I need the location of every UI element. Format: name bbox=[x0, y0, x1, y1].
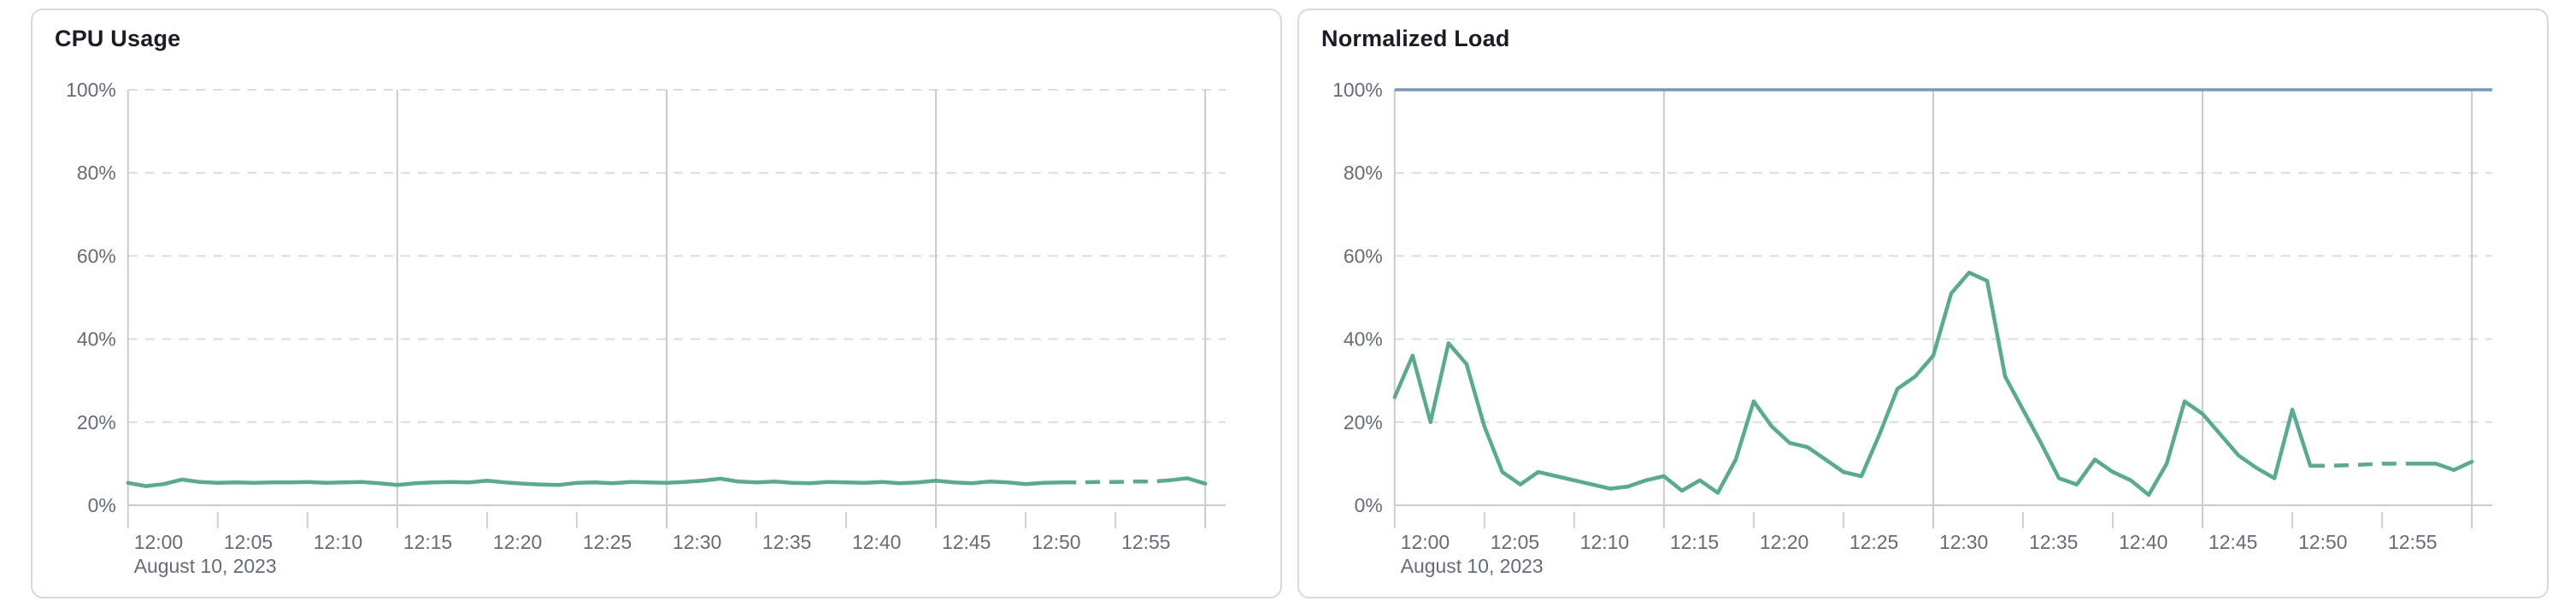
normalized-load-panel-title: Normalized Load bbox=[1321, 26, 1510, 51]
y-tick-label-100: 100% bbox=[66, 79, 116, 101]
y-tick-label-60: 60% bbox=[1344, 245, 1383, 267]
x-tick-label: 12:05 bbox=[224, 531, 273, 553]
x-tick-label: 12:05 bbox=[1491, 531, 1539, 553]
cpu-usage-panel: CPU Usage 12:00 12:05 12:10 12:15 12:20 12:25… bbox=[31, 9, 1282, 598]
x-tick-label: 12:50 bbox=[2298, 531, 2347, 553]
y-tick-label-0: 0% bbox=[88, 494, 116, 516]
x-tick-label: 12:45 bbox=[2208, 531, 2257, 553]
y-tick-label-20: 20% bbox=[77, 411, 116, 433]
y-tick-label-100: 100% bbox=[1332, 79, 1383, 101]
cpu-usage-percent-line-solid bbox=[1167, 476, 1208, 486]
y-tick-label-20: 20% bbox=[1344, 411, 1383, 433]
cpu-usage-percent-line-dashed bbox=[1062, 478, 1170, 485]
x-tick-label: 12:20 bbox=[1760, 531, 1808, 553]
y-tick-label-80: 80% bbox=[1344, 162, 1383, 184]
cpu-usage-chart[interactable]: 12:00 12:05 12:10 12:15 12:20 12:25 12:30 12:35… bbox=[53, 56, 1260, 579]
x-tick-label: 12:15 bbox=[1670, 531, 1719, 553]
normalized-load-svg: 12:00 12:05 12:10 12:15 12:20 12:25 12:30 12:35… bbox=[1332, 79, 2493, 577]
normalized-load-panel: Normalized Load 12:00 12:05 12:10 12:15 12:2… bbox=[1297, 9, 2549, 598]
cpu-usage-percent-line-solid bbox=[126, 476, 1064, 488]
normalized-load-percent-line-solid bbox=[2415, 459, 2474, 472]
x-tick-label: 12:25 bbox=[1850, 531, 1898, 553]
x-tick-label: 12:00 bbox=[1401, 531, 1450, 553]
x-tick-label: 12:45 bbox=[942, 531, 991, 553]
x-tick-label: 12:10 bbox=[1580, 531, 1629, 553]
x-tick-label: 12:25 bbox=[583, 531, 632, 553]
x-tick-label: 12:10 bbox=[314, 531, 362, 553]
y-tick-label-0: 0% bbox=[1355, 494, 1383, 516]
cpu-usage-svg: 12:00 12:05 12:10 12:15 12:20 12:25 12:30 12:35… bbox=[66, 79, 1226, 577]
x-tick-label: 12:35 bbox=[762, 531, 811, 553]
normalized-load-percent-line-dashed bbox=[2310, 462, 2419, 469]
y-tick-label-60: 60% bbox=[77, 245, 116, 267]
x-tick-label: 12:40 bbox=[852, 531, 901, 553]
x-tick-label: 12:20 bbox=[493, 531, 542, 553]
x-axis-date-label: August 10, 2023 bbox=[1401, 555, 1544, 577]
y-tick-label-40: 40% bbox=[77, 328, 116, 351]
x-tick-label: 12:15 bbox=[403, 531, 452, 553]
x-tick-label: 12:50 bbox=[1032, 531, 1080, 553]
x-tick-label: 12:00 bbox=[134, 531, 183, 553]
x-tick-label: 12:55 bbox=[1121, 531, 1170, 553]
x-tick-label: 12:55 bbox=[2388, 531, 2437, 553]
normalized-load-chart[interactable]: 12:00 12:05 12:10 12:15 12:20 12:25 12:30 12:35… bbox=[1320, 56, 2526, 579]
y-tick-label-40: 40% bbox=[1344, 328, 1383, 351]
cpu-usage-panel-title: CPU Usage bbox=[55, 26, 181, 51]
x-tick-label: 12:40 bbox=[2119, 531, 2167, 553]
x-tick-label: 12:30 bbox=[1939, 531, 1988, 553]
x-axis-date-label: August 10, 2023 bbox=[134, 555, 277, 577]
x-tick-label: 12:35 bbox=[2029, 531, 2078, 553]
x-tick-label: 12:30 bbox=[673, 531, 721, 553]
y-tick-label-80: 80% bbox=[77, 162, 116, 184]
normalized-load-percent-line-solid bbox=[1392, 270, 2313, 498]
